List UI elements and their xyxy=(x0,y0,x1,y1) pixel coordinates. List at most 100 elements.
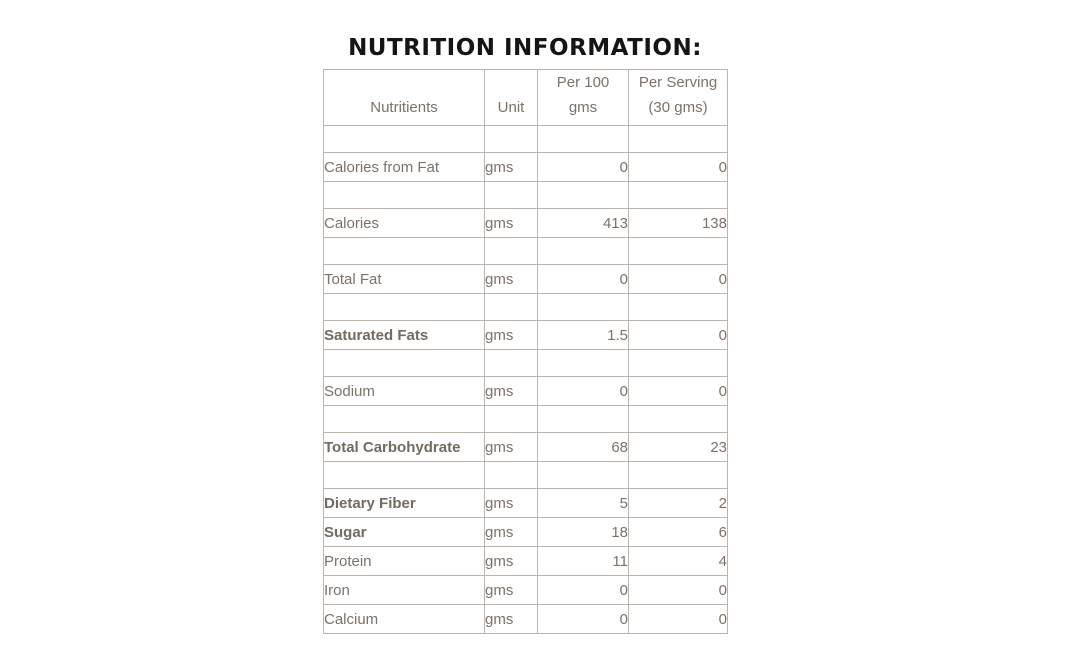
empty-cell xyxy=(323,349,485,377)
unit-cell: gms xyxy=(484,264,538,294)
nutrient-name-cell: Sodium xyxy=(323,376,485,406)
table-row: Iron gms 0 0 xyxy=(323,575,728,605)
nutrient-name-cell: Protein xyxy=(323,546,485,576)
spacer-row xyxy=(323,405,728,433)
unit-cell: gms xyxy=(484,575,538,605)
empty-cell xyxy=(537,349,629,377)
per-100-value-cell: 18 xyxy=(537,517,629,547)
per-100-value-cell: 0 xyxy=(537,376,629,406)
table-row: Dietary Fiber gms 5 2 xyxy=(323,488,728,518)
nutrient-name-cell: Total Carbohydrate xyxy=(323,432,485,462)
per-100-value-cell: 68 xyxy=(537,432,629,462)
nutrition-table: Nutritients Unit Per 100 gms Per Serving… xyxy=(323,69,728,634)
empty-cell xyxy=(628,405,728,433)
col-header-per-100-line1: Per 100 xyxy=(556,74,610,91)
empty-cell xyxy=(323,125,485,153)
empty-cell xyxy=(628,461,728,489)
empty-cell xyxy=(537,461,629,489)
spacer-row xyxy=(323,181,728,209)
unit-cell: gms xyxy=(484,376,538,406)
empty-cell xyxy=(537,405,629,433)
unit-cell: gms xyxy=(484,517,538,547)
empty-cell xyxy=(537,125,629,153)
per-serving-value-cell: 2 xyxy=(628,488,728,518)
empty-cell xyxy=(537,237,629,265)
per-serving-value-cell: 138 xyxy=(628,208,728,238)
per-serving-value-cell: 6 xyxy=(628,517,728,547)
per-100-value-cell: 5 xyxy=(537,488,629,518)
table-row: Calories from Fat gms 0 0 xyxy=(323,152,728,182)
empty-cell xyxy=(484,125,538,153)
nutrient-name-cell: Saturated Fats xyxy=(323,320,485,350)
per-100-value-cell: 0 xyxy=(537,604,629,634)
spacer-row xyxy=(323,125,728,153)
per-serving-value-cell: 0 xyxy=(628,320,728,350)
col-header-nutrients: Nutritients xyxy=(323,69,485,126)
table-row: Protein gms 11 4 xyxy=(323,546,728,576)
empty-cell xyxy=(628,181,728,209)
col-header-unit: Unit xyxy=(484,69,538,126)
per-serving-value-cell: 0 xyxy=(628,575,728,605)
unit-cell: gms xyxy=(484,208,538,238)
table-row: Saturated Fats gms 1.5 0 xyxy=(323,320,728,350)
unit-cell: gms xyxy=(484,320,538,350)
spacer-row xyxy=(323,237,728,265)
empty-cell xyxy=(537,181,629,209)
empty-cell xyxy=(323,461,485,489)
empty-cell xyxy=(484,293,538,321)
empty-cell xyxy=(537,293,629,321)
table-row: Sugar gms 18 6 xyxy=(323,517,728,547)
per-serving-value-cell: 0 xyxy=(628,264,728,294)
col-header-per-serving: Per Serving (30 gms) xyxy=(628,69,728,126)
table-body: Calories from Fat gms 0 0 Calories gms 413 138 T… xyxy=(323,125,728,634)
empty-cell xyxy=(484,181,538,209)
col-header-per-100-gms: Per 100 gms xyxy=(537,69,629,126)
unit-cell: gms xyxy=(484,488,538,518)
per-serving-value-cell: 4 xyxy=(628,546,728,576)
per-100-value-cell: 413 xyxy=(537,208,629,238)
per-100-value-cell: 0 xyxy=(537,264,629,294)
empty-cell xyxy=(628,293,728,321)
page-title: NUTRITION INFORMATION: xyxy=(348,35,702,61)
unit-cell: gms xyxy=(484,432,538,462)
spacer-row xyxy=(323,293,728,321)
per-serving-value-cell: 23 xyxy=(628,432,728,462)
per-100-value-cell: 0 xyxy=(537,152,629,182)
nutrient-name-cell: Sugar xyxy=(323,517,485,547)
empty-cell xyxy=(323,293,485,321)
col-header-per-serving-line1: Per Serving xyxy=(638,74,718,91)
empty-cell xyxy=(628,349,728,377)
unit-cell: gms xyxy=(484,546,538,576)
col-header-per-serving-line2: (30 gms) xyxy=(648,99,708,116)
empty-cell xyxy=(323,237,485,265)
empty-cell xyxy=(484,237,538,265)
per-100-value-cell: 1.5 xyxy=(537,320,629,350)
empty-cell xyxy=(323,405,485,433)
col-header-unit-label: Unit xyxy=(497,99,525,116)
per-serving-value-cell: 0 xyxy=(628,152,728,182)
header-row: Nutritients Unit Per 100 gms Per Serving… xyxy=(323,69,728,126)
spacer-row xyxy=(323,461,728,489)
nutrient-name-cell: Total Fat xyxy=(323,264,485,294)
per-serving-value-cell: 0 xyxy=(628,604,728,634)
nutrient-name-cell: Iron xyxy=(323,575,485,605)
unit-cell: gms xyxy=(484,152,538,182)
empty-cell xyxy=(484,461,538,489)
per-100-value-cell: 11 xyxy=(537,546,629,576)
col-header-per-100-line2: gms xyxy=(568,99,598,116)
nutrient-name-cell: Dietary Fiber xyxy=(323,488,485,518)
table-row: Calcium gms 0 0 xyxy=(323,604,728,634)
table-row: Calories gms 413 138 xyxy=(323,208,728,238)
empty-cell xyxy=(628,125,728,153)
empty-cell xyxy=(628,237,728,265)
nutrient-name-cell: Calcium xyxy=(323,604,485,634)
spacer-row xyxy=(323,349,728,377)
table-row: Total Carbohydrate gms 68 23 xyxy=(323,432,728,462)
empty-cell xyxy=(484,349,538,377)
unit-cell: gms xyxy=(484,604,538,634)
table-row: Sodium gms 0 0 xyxy=(323,376,728,406)
empty-cell xyxy=(484,405,538,433)
table-row: Total Fat gms 0 0 xyxy=(323,264,728,294)
empty-cell xyxy=(323,181,485,209)
